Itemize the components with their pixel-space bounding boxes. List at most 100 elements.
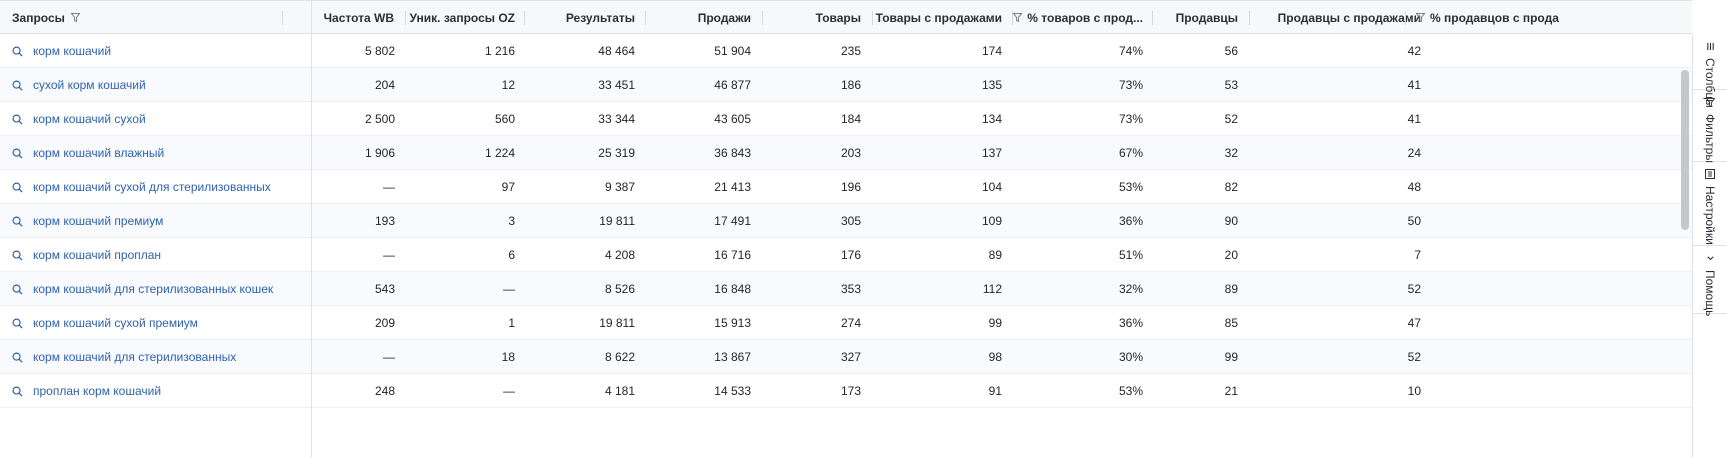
cell-sales: 21 413 (714, 180, 751, 194)
table-row: корм кошачий сухой 2 500 560 33 344 43 605 18… (0, 102, 1692, 136)
scrollbar-thumb[interactable] (1681, 70, 1689, 230)
search-icon (12, 352, 28, 363)
column-header-sellers-with-sales[interactable]: Продавцы с продажами (1277, 10, 1421, 25)
cell-pct-goods: 51% (1118, 248, 1143, 262)
cell-sellers: 52 (1224, 112, 1238, 126)
cell-goods: 196 (840, 180, 861, 194)
column-header-frequency-wb[interactable]: Частота WB (323, 10, 394, 25)
cell-pct-goods: 53% (1118, 180, 1143, 194)
query-link[interactable]: корм кошачий проплан (12, 238, 161, 272)
cell-sales: 17 491 (714, 214, 751, 228)
cell-wb: 5 802 (364, 44, 395, 58)
sidebar-help-button[interactable]: Помощь (1693, 246, 1727, 316)
query-link[interactable]: корм кошачий (12, 34, 111, 68)
cell-oz: — (503, 384, 515, 398)
cell-sales: 16 848 (714, 282, 751, 296)
cell-results: 4 181 (604, 384, 635, 398)
column-header-pct-sellers[interactable]: % продавцов с прода (1416, 1, 1692, 34)
cell-sellers: 90 (1224, 214, 1238, 228)
cell-wb: 248 (374, 384, 395, 398)
query-link[interactable]: корм кошачий влажный (12, 136, 164, 170)
cell-pct-goods: 36% (1118, 214, 1143, 228)
settings-icon (1705, 168, 1715, 182)
cell-results: 4 208 (604, 248, 635, 262)
cell-goods: 235 (840, 44, 861, 58)
cell-goods-sales: 137 (981, 146, 1002, 160)
column-header-sales[interactable]: Продажи (697, 10, 751, 25)
cell-goods-sales: 91 (988, 384, 1002, 398)
sidebar-columns-button[interactable]: Столбцы (1693, 34, 1727, 108)
sidebar-filters-button[interactable]: Фильтры (1693, 90, 1727, 163)
cell-results: 33 344 (598, 112, 635, 126)
filter-funnel-icon[interactable] (1416, 11, 1426, 25)
query-text: корм кошачий премиум (33, 214, 164, 228)
cell-goods-sales: 98 (988, 350, 1002, 364)
cell-sellers-sales: 10 (1407, 384, 1421, 398)
cell-oz: 3 (508, 214, 515, 228)
cell-goods-sales: 174 (981, 44, 1002, 58)
cell-wb: — (383, 248, 395, 262)
cell-sellers: 82 (1224, 180, 1238, 194)
columns-icon (1706, 40, 1715, 54)
cell-wb: — (383, 350, 395, 364)
cell-results: 25 319 (598, 146, 635, 160)
cell-sellers-sales: 52 (1407, 282, 1421, 296)
column-header-label: Запросы (12, 10, 65, 25)
cell-goods: 353 (840, 282, 861, 296)
search-icon (12, 318, 28, 329)
query-link[interactable]: корм кошачий для стерилизованных (12, 340, 236, 374)
query-text: корм кошачий для стерилизованных кошек (33, 282, 274, 296)
data-grid: Запросы Частота WB Уник. запросы OZ Резу… (0, 0, 1692, 457)
search-icon (12, 114, 28, 125)
query-text: корм кошачий влажный (33, 146, 165, 160)
cell-pct-goods: 67% (1118, 146, 1143, 160)
column-header-sellers[interactable]: Продавцы (1175, 10, 1238, 25)
query-link[interactable]: корм кошачий сухой премиум (12, 306, 198, 340)
search-icon (12, 46, 28, 57)
filter-funnel-icon[interactable] (70, 11, 81, 25)
cell-goods-sales: 112 (982, 282, 1002, 296)
table-row: корм кошачий для стерилизованных — 18 8 622… (0, 340, 1692, 374)
sidebar-settings-button[interactable]: Настройки (1693, 162, 1727, 246)
cell-sellers: 20 (1224, 248, 1238, 262)
filter-funnel-icon[interactable] (1012, 11, 1023, 25)
help-chevron-icon (1706, 252, 1715, 266)
query-text: сухой корм кошачий (33, 78, 146, 92)
query-link[interactable]: корм кошачий сухой (12, 102, 146, 136)
query-link[interactable]: проплан корм кошачий (12, 374, 161, 408)
cell-goods: 173 (840, 384, 861, 398)
cell-goods: 186 (840, 78, 861, 92)
cell-sellers-sales: 48 (1407, 180, 1421, 194)
column-header-results[interactable]: Результаты (565, 10, 635, 25)
tool-sidebar: Столбцы Фильтры Настройки Помощь (1692, 34, 1727, 457)
cell-goods-sales: 135 (981, 78, 1002, 92)
column-header-queries[interactable]: Запросы (12, 1, 302, 34)
cell-oz: 97 (501, 180, 515, 194)
table-row: корм кошачий влажный 1 906 1 224 25 319 36 8… (0, 136, 1692, 170)
vertical-scrollbar[interactable] (1679, 36, 1691, 457)
cell-wb: 193 (374, 214, 395, 228)
query-link[interactable]: корм кошачий сухой для стерилизованных (12, 170, 271, 204)
column-header-pct-goods[interactable]: % товаров с прод... (1012, 1, 1143, 34)
cell-pct-goods: 74% (1118, 44, 1143, 58)
search-icon (12, 182, 28, 193)
column-header-goods[interactable]: Товары (815, 10, 861, 25)
cell-pct-goods: 73% (1118, 112, 1143, 126)
cell-oz: 12 (501, 78, 515, 92)
cell-pct-goods: 30% (1118, 350, 1143, 364)
cell-results: 8 622 (604, 350, 635, 364)
cell-sellers-sales: 42 (1407, 44, 1421, 58)
cell-goods-sales: 109 (981, 214, 1002, 228)
cell-sellers: 21 (1224, 384, 1238, 398)
column-divider (311, 0, 312, 457)
cell-sellers: 85 (1224, 316, 1238, 330)
query-link[interactable]: корм кошачий для стерилизованных кошек (12, 272, 273, 306)
cell-sales: 43 605 (714, 112, 751, 126)
query-link[interactable]: корм кошачий премиум (12, 204, 163, 238)
column-header-goods-with-sales[interactable]: Товары с продажами (875, 10, 1002, 25)
query-link[interactable]: сухой корм кошачий (12, 68, 146, 102)
column-header-unique-oz[interactable]: Уник. запросы OZ (409, 10, 515, 25)
table-header: Запросы Частота WB Уник. запросы OZ Резу… (0, 0, 1692, 34)
search-icon (12, 148, 28, 159)
filter-icon (1705, 96, 1715, 110)
